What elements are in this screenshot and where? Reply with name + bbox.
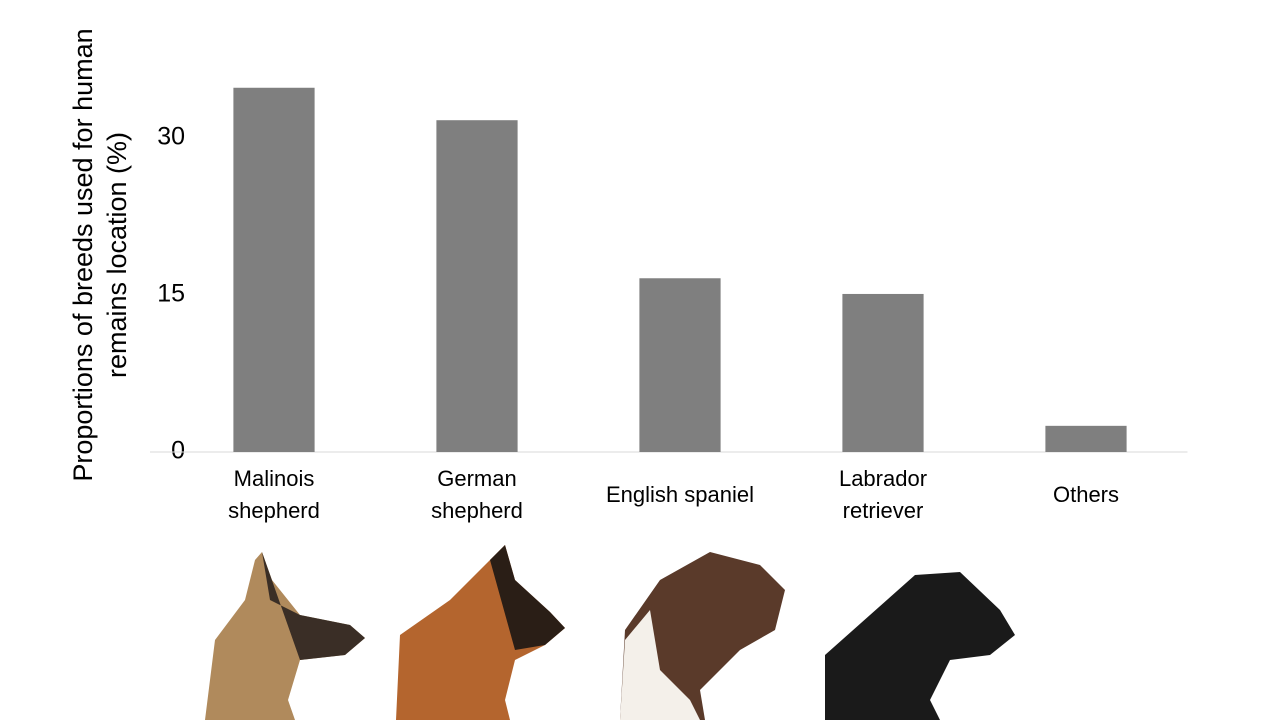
y-tick-label: 30 [157,123,185,151]
y-tick-label: 15 [157,280,185,308]
y-tick-label: 0 [171,437,185,465]
bar [1045,425,1127,452]
y-axis-title: Proportions of breeds used for human rem… [68,28,132,482]
bar [233,87,315,452]
x-tick-label: Others [1052,482,1120,507]
bar [639,278,721,452]
x-tick-label: Labrador retriever [838,466,928,523]
bar [842,293,924,452]
bar [436,120,518,452]
x-tick-label: Malinois shepherd [228,466,320,523]
x-tick-label: German shepherd [431,466,523,523]
x-tick-label: English spaniel [606,482,754,507]
dog-illustrations [205,545,1015,720]
